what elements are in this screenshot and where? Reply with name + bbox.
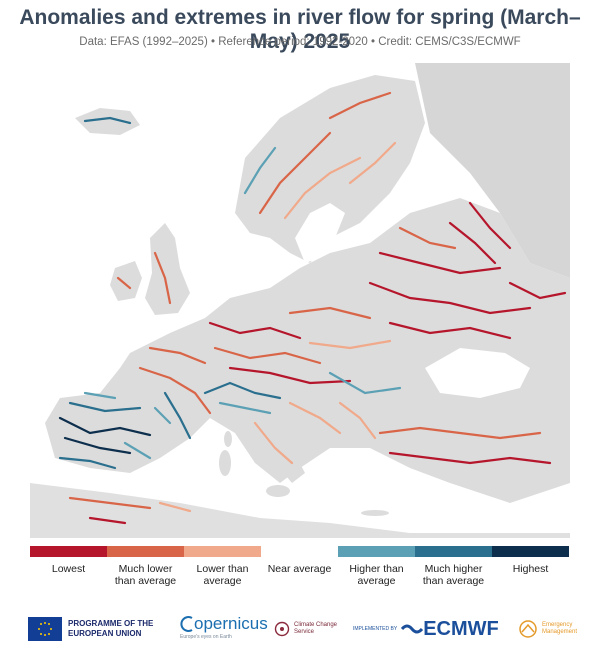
- legend-label: Near average: [267, 563, 332, 575]
- legend-item-much-lower: Much lower than average: [107, 546, 184, 587]
- legend-swatch: [338, 546, 415, 557]
- no-data-region-northafrica: [30, 483, 570, 538]
- land-scandinavia: [235, 75, 425, 263]
- emergency-management-logo: Emergency Management: [518, 614, 582, 644]
- legend: Lowest Much lower than average Lower tha…: [30, 546, 570, 606]
- footer-logos: PROGRAMME OF THE EUROPEAN UNION opernicu…: [0, 606, 600, 652]
- legend-label: Much higher than average: [422, 563, 485, 587]
- legend-swatch: [415, 546, 492, 557]
- ecmwf-wave-icon: [401, 624, 424, 634]
- emergency-management-icon: [519, 620, 537, 638]
- black-sea: [425, 348, 530, 398]
- land-ireland: [110, 261, 142, 301]
- land-mainland: [45, 198, 570, 503]
- legend-item-near-average: Near average: [261, 546, 338, 575]
- legend-swatch: [30, 546, 107, 557]
- legend-swatch: [107, 546, 184, 557]
- legend-item-higher: Higher than average: [338, 546, 415, 587]
- eu-text: PROGRAMME OF THE EUROPEAN UNION: [68, 619, 154, 638]
- baltic-sea: [295, 203, 345, 263]
- land-great-britain: [145, 223, 190, 315]
- eu-flag-icon: [28, 617, 62, 641]
- copernicus-subtext: Europe's eyes on Earth: [180, 634, 232, 640]
- land-sardinia: [219, 450, 231, 476]
- ecmwf-text: ECMWF: [423, 617, 499, 640]
- copernicus-logo: opernicus Europe's eyes on Earth: [180, 614, 268, 644]
- legend-item-much-higher: Much higher than average: [415, 546, 492, 587]
- land-corsica: [224, 431, 232, 447]
- river-flow-map: [30, 63, 570, 538]
- legend-item-lowest: Lowest: [30, 546, 107, 575]
- land-crete: [361, 510, 389, 516]
- c3s-icon: [274, 621, 290, 637]
- legend-label: Highest: [512, 563, 549, 575]
- page-title: Anomalies and extremes in river flow for…: [19, 6, 581, 53]
- emergency-management-text: Emergency Management: [542, 622, 578, 635]
- legend-label: Lowest: [51, 563, 86, 575]
- legend-swatch: [184, 546, 261, 557]
- legend-label: Much lower than average: [114, 563, 177, 587]
- legend-item-lower: Lower than average: [184, 546, 261, 587]
- copernicus-text: opernicus: [194, 614, 268, 633]
- river-network: [58, 91, 567, 525]
- land-iceland: [75, 108, 140, 135]
- legend-label: Lower than average: [196, 563, 249, 587]
- legend-swatch: [261, 546, 338, 557]
- no-data-region-east: [415, 63, 570, 278]
- legend-swatch: [492, 546, 569, 557]
- eu-logo: PROGRAMME OF THE EUROPEAN UNION: [28, 614, 158, 644]
- page-subtitle: Data: EFAS (1992–2025) • Reference perio…: [79, 36, 521, 48]
- c3s-text: Climate Change Service: [294, 622, 338, 635]
- legend-label: Higher than average: [349, 563, 404, 587]
- implemented-by-text: IMPLEMENTED BY: [353, 626, 398, 632]
- copernicus-wordmark: opernicus: [180, 614, 268, 634]
- copernicus-c-icon: [180, 616, 193, 632]
- legend-item-highest: Highest: [492, 546, 569, 575]
- c3s-logo: Climate Change Service: [274, 614, 339, 644]
- land-sicily: [266, 485, 290, 497]
- ecmwf-logo: IMPLEMENTED BY ECMWF: [353, 614, 499, 644]
